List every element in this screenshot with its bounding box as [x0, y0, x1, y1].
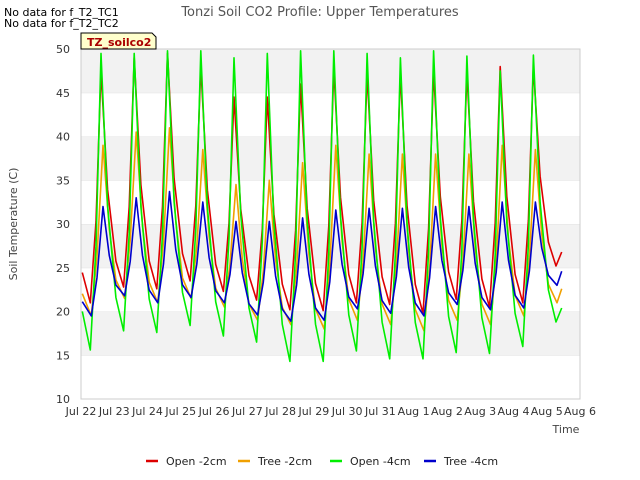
x-tick-label: Jul 30	[331, 405, 363, 418]
legend-label: Tree -2cm	[257, 455, 312, 468]
x-tick-label: Jul 26	[198, 405, 230, 418]
series-line-tree-4cm	[81, 190, 563, 322]
x-tick-label: Aug 2	[431, 405, 463, 418]
x-tick-label: Jul 24	[131, 405, 163, 418]
badge: TZ_soilco2	[80, 32, 157, 50]
y-tick-label: 45	[56, 87, 70, 100]
x-tick-label: Jul 22	[65, 405, 97, 418]
y-tick-labels: 10 15 20 25 30 35 40 45 50	[56, 43, 70, 406]
x-tick-label: Jul 23	[98, 405, 130, 418]
x-tick-label: Jul 25	[164, 405, 196, 418]
y-tick-label: 10	[56, 393, 70, 406]
series-layer	[81, 50, 563, 363]
plot-frame	[80, 48, 581, 400]
legend-label: Tree -4cm	[443, 455, 498, 468]
legend: Open -2cm Tree -2cm Open -4cm Tree -4cm	[146, 455, 498, 468]
y-tick-label: 50	[56, 43, 70, 56]
y-tick-label: 15	[56, 349, 70, 362]
grid-band	[81, 311, 580, 356]
legend-label: Open -2cm	[166, 455, 227, 468]
series-line-open-4cm	[81, 50, 563, 363]
legend-label: Open -4cm	[350, 455, 411, 468]
x-tick-label: Jul 29	[297, 405, 329, 418]
x-tick-labels: Jul 22 Jul 23 Jul 24 Jul 25 Jul 26 Jul 27 Jul …	[65, 405, 596, 418]
grid-band	[81, 92, 580, 137]
x-tick-label: Aug 4	[497, 405, 529, 418]
x-tick-label: Jul 31	[364, 405, 396, 418]
y-tick-label: 40	[56, 131, 70, 144]
x-tick-label: Aug 1	[398, 405, 430, 418]
y-tick-label: 35	[56, 174, 70, 187]
y-tick-label: 25	[56, 262, 70, 275]
badge-box	[80, 32, 157, 50]
grid-band	[81, 355, 580, 399]
x-tick-label: Jul 27	[231, 405, 263, 418]
x-tick-label: Jul 28	[264, 405, 296, 418]
x-tick-label: Aug 5	[531, 405, 563, 418]
y-tick-label: 20	[56, 306, 70, 319]
y-axis-label: Soil Temperature (C)	[7, 168, 20, 281]
no-data-note-2: No data for f_T2_TC2	[4, 17, 119, 30]
x-tick-label: Aug 3	[464, 405, 496, 418]
badge-label: TZ_soilco2	[87, 36, 151, 49]
grid-band	[81, 49, 580, 93]
y-tick-label: 30	[56, 218, 70, 231]
x-axis-label: Time	[552, 423, 580, 436]
no-data-note-1: No data for f_T2_TC1	[4, 6, 119, 19]
chart-title: Tonzi Soil CO2 Profile: Upper Temperatur…	[180, 5, 459, 20]
x-tick-label: Aug 6	[564, 405, 596, 418]
